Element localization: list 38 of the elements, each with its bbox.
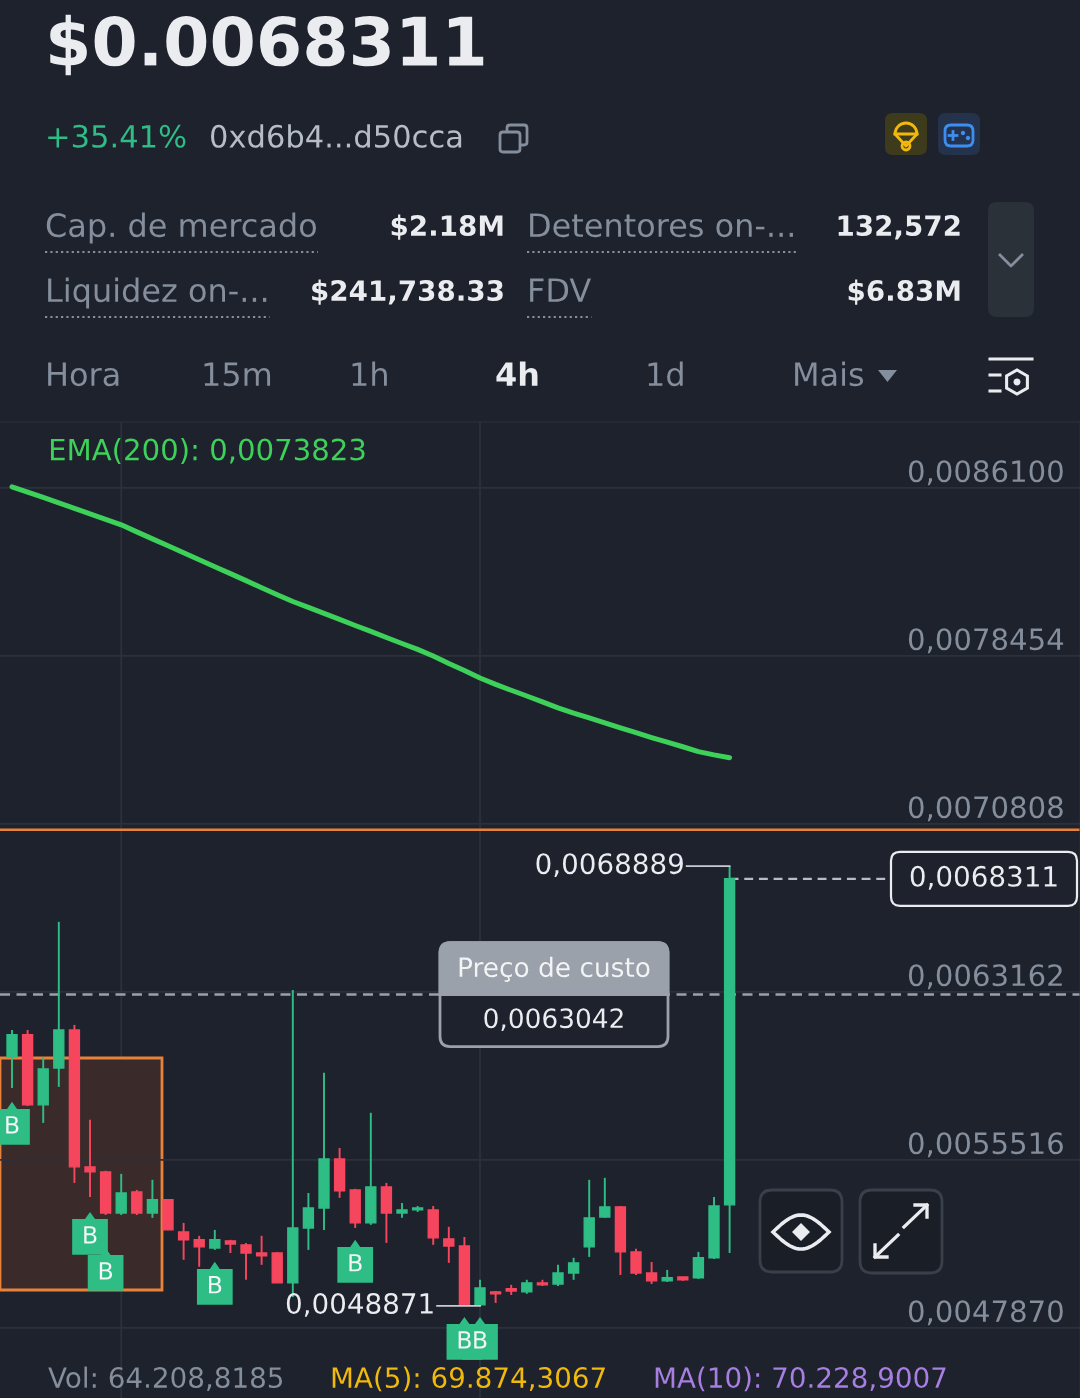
annotation: 0,0048871 <box>286 1292 433 1317</box>
text: 1d <box>648 361 683 387</box>
text: 1h <box>352 361 387 386</box>
text: Mais <box>795 361 864 387</box>
y-tick-label: 0,0086100 <box>908 460 1063 486</box>
text: 132,572 <box>838 215 960 240</box>
text: $2.18M <box>391 214 503 240</box>
y-tick-label: 0,0070808 <box>908 796 1063 822</box>
text: 15m <box>204 362 271 387</box>
series-label: EMA(200): 0,0073823 <box>50 438 365 464</box>
annotation: MA(5): 69.874,3067 <box>332 1366 605 1392</box>
annotation: Vol: 64.208,8185 <box>48 1366 283 1391</box>
text: +35.41% <box>48 124 186 148</box>
text: Detentores on-... <box>530 213 793 238</box>
data-label: B <box>99 1262 113 1280</box>
text: Hora <box>48 362 119 387</box>
data-label: B <box>6 1116 19 1134</box>
chart-title: $0.0068311 <box>50 14 484 76</box>
text: FDV <box>530 278 591 302</box>
ref-line-label: Preço de custo 0,0063042 <box>459 956 650 1031</box>
text: 0xd6b4...d50cca <box>211 124 462 148</box>
y-tick-label: 0,0078454 <box>908 628 1064 654</box>
annotation: 0,0068889 <box>536 853 683 877</box>
text: $6.83M <box>848 279 960 305</box>
text: 4h <box>496 361 538 386</box>
text: Cap. de mercado <box>46 212 316 244</box>
data-label: B <box>209 1276 222 1294</box>
data-label: B <box>458 1331 471 1349</box>
y-tick-label: 0,0063162 <box>908 964 1062 990</box>
y-tick-label: 0,0055516 <box>908 1132 1063 1158</box>
text: Liquidez on-... <box>48 277 267 309</box>
ref-line-label: 0,0068311 <box>910 865 1057 890</box>
text: $241,738.33 <box>312 279 503 305</box>
data-label: B <box>84 1226 97 1244</box>
annotation: MA(10): 70.228,9007 <box>655 1366 946 1392</box>
y-tick-label: 0,0047870 <box>908 1300 1063 1326</box>
data-label: B <box>474 1331 487 1349</box>
data-label: B <box>349 1254 362 1272</box>
